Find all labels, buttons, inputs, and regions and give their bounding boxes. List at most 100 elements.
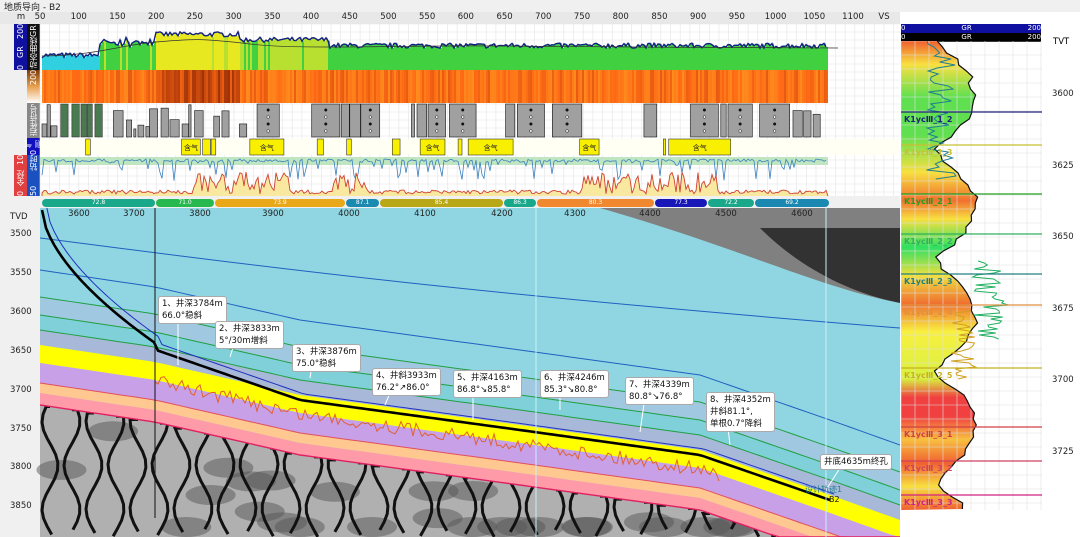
gr-fill	[436, 47, 438, 70]
gr-fill	[612, 45, 614, 70]
gr-fill	[330, 48, 332, 70]
gr-header-name: GR	[961, 33, 972, 41]
gr-fill	[54, 53, 56, 70]
segment-bar: 72.2	[708, 199, 754, 207]
color-bar-column	[384, 70, 386, 103]
annotation-line: 3、井深3876m	[296, 347, 357, 357]
gr-fill	[568, 46, 570, 70]
gr-fill	[286, 38, 288, 70]
color-bar-column	[176, 70, 178, 103]
color-bar-column	[538, 70, 540, 103]
color-bar-column	[606, 70, 608, 103]
gr-fill	[624, 43, 626, 70]
gr-fill	[754, 45, 756, 70]
segment-bar: 69.2	[755, 199, 829, 207]
seismic-wiggle	[480, 479, 496, 537]
log-tracks: 含气 含气 含气 含气 含气 含气	[39, 23, 900, 197]
gr-fill	[370, 44, 372, 70]
color-bar-column	[556, 70, 558, 103]
color-bar-column	[410, 70, 412, 103]
color-bar-column	[462, 70, 464, 103]
color-bar-column	[670, 70, 672, 103]
color-bar-column	[456, 70, 458, 103]
seismic-wiggle	[612, 497, 625, 532]
annotation-line: 75.0°稳斜	[296, 359, 337, 369]
vs-tick: 350	[264, 12, 281, 22]
gr-fill	[292, 37, 294, 70]
gr-fill	[358, 47, 360, 70]
gr-fill	[130, 46, 132, 70]
gr-fill	[208, 35, 210, 70]
color-bar-column	[612, 70, 614, 103]
gr-fill	[752, 43, 754, 70]
color-bar-column	[552, 70, 554, 103]
seismic-wiggle	[415, 470, 434, 537]
gr-fill	[460, 44, 462, 70]
gr-fill	[188, 34, 190, 70]
seismic-wiggle	[348, 461, 368, 536]
gr-fill	[692, 43, 694, 70]
gr-fill	[158, 32, 160, 70]
color-bar-column	[394, 70, 396, 103]
gr-fill	[80, 53, 82, 70]
color-bar-column	[746, 70, 748, 103]
color-bar-column	[184, 70, 186, 103]
lithology-block	[94, 103, 103, 138]
gr-fill	[684, 45, 686, 70]
color-bar-column	[806, 70, 808, 103]
color-bar-column	[722, 70, 724, 103]
gas-interval-label: 含气	[484, 143, 498, 152]
gr-fill	[176, 33, 178, 70]
gr-fill	[90, 53, 92, 70]
gr-fill	[244, 41, 246, 70]
vs-tick: 550	[419, 12, 436, 22]
lithology-symbol	[702, 122, 706, 126]
gr-fill	[82, 54, 84, 70]
color-bar-column	[734, 70, 736, 103]
gr-fill	[336, 47, 338, 70]
gas-interval	[85, 138, 91, 156]
color-bar-column	[152, 70, 154, 103]
color-bar-column	[466, 70, 468, 103]
color-bar-column	[490, 70, 492, 103]
color-bar-column	[122, 70, 124, 103]
color-bar-column	[192, 70, 194, 103]
color-bar-column	[96, 70, 98, 103]
gas-interval	[181, 138, 201, 156]
color-bar-column	[642, 70, 644, 103]
color-bar-column	[744, 70, 746, 103]
gr-type-log	[901, 41, 1042, 510]
gr-fill	[524, 43, 526, 70]
color-bar-column	[626, 70, 628, 103]
gr-fill	[812, 48, 814, 70]
color-bar-column	[682, 70, 684, 103]
color-bar-column	[324, 70, 326, 103]
tvt-tick: 3700	[1052, 375, 1074, 385]
gr-fill	[398, 47, 400, 70]
gr-fill	[554, 45, 556, 70]
gr-fill	[572, 44, 574, 70]
lithology-symbol	[565, 122, 569, 126]
gr-fill	[498, 45, 500, 70]
gr-fill	[388, 47, 390, 70]
geosteering-section[interactable]	[0, 208, 900, 537]
gr-fill	[550, 45, 552, 70]
color-bar-column	[614, 70, 616, 103]
color-bar-column	[56, 70, 58, 103]
horizon-top	[39, 237, 900, 329]
gr-fill	[372, 44, 374, 70]
vs-tick: 950	[728, 12, 745, 22]
color-bar-column	[594, 70, 596, 103]
gr-fill	[120, 39, 122, 70]
gr-fill	[126, 37, 128, 70]
color-bar-column	[278, 70, 280, 103]
color-bar-column	[676, 70, 678, 103]
gr-fill	[138, 41, 140, 70]
color-bar-column	[736, 70, 738, 103]
gr-fill	[368, 43, 370, 70]
gr-fill	[420, 44, 422, 70]
gr-fill	[84, 57, 86, 70]
color-bar-column	[44, 70, 46, 103]
gr-fill	[636, 47, 638, 70]
color-bar-column	[310, 70, 312, 103]
